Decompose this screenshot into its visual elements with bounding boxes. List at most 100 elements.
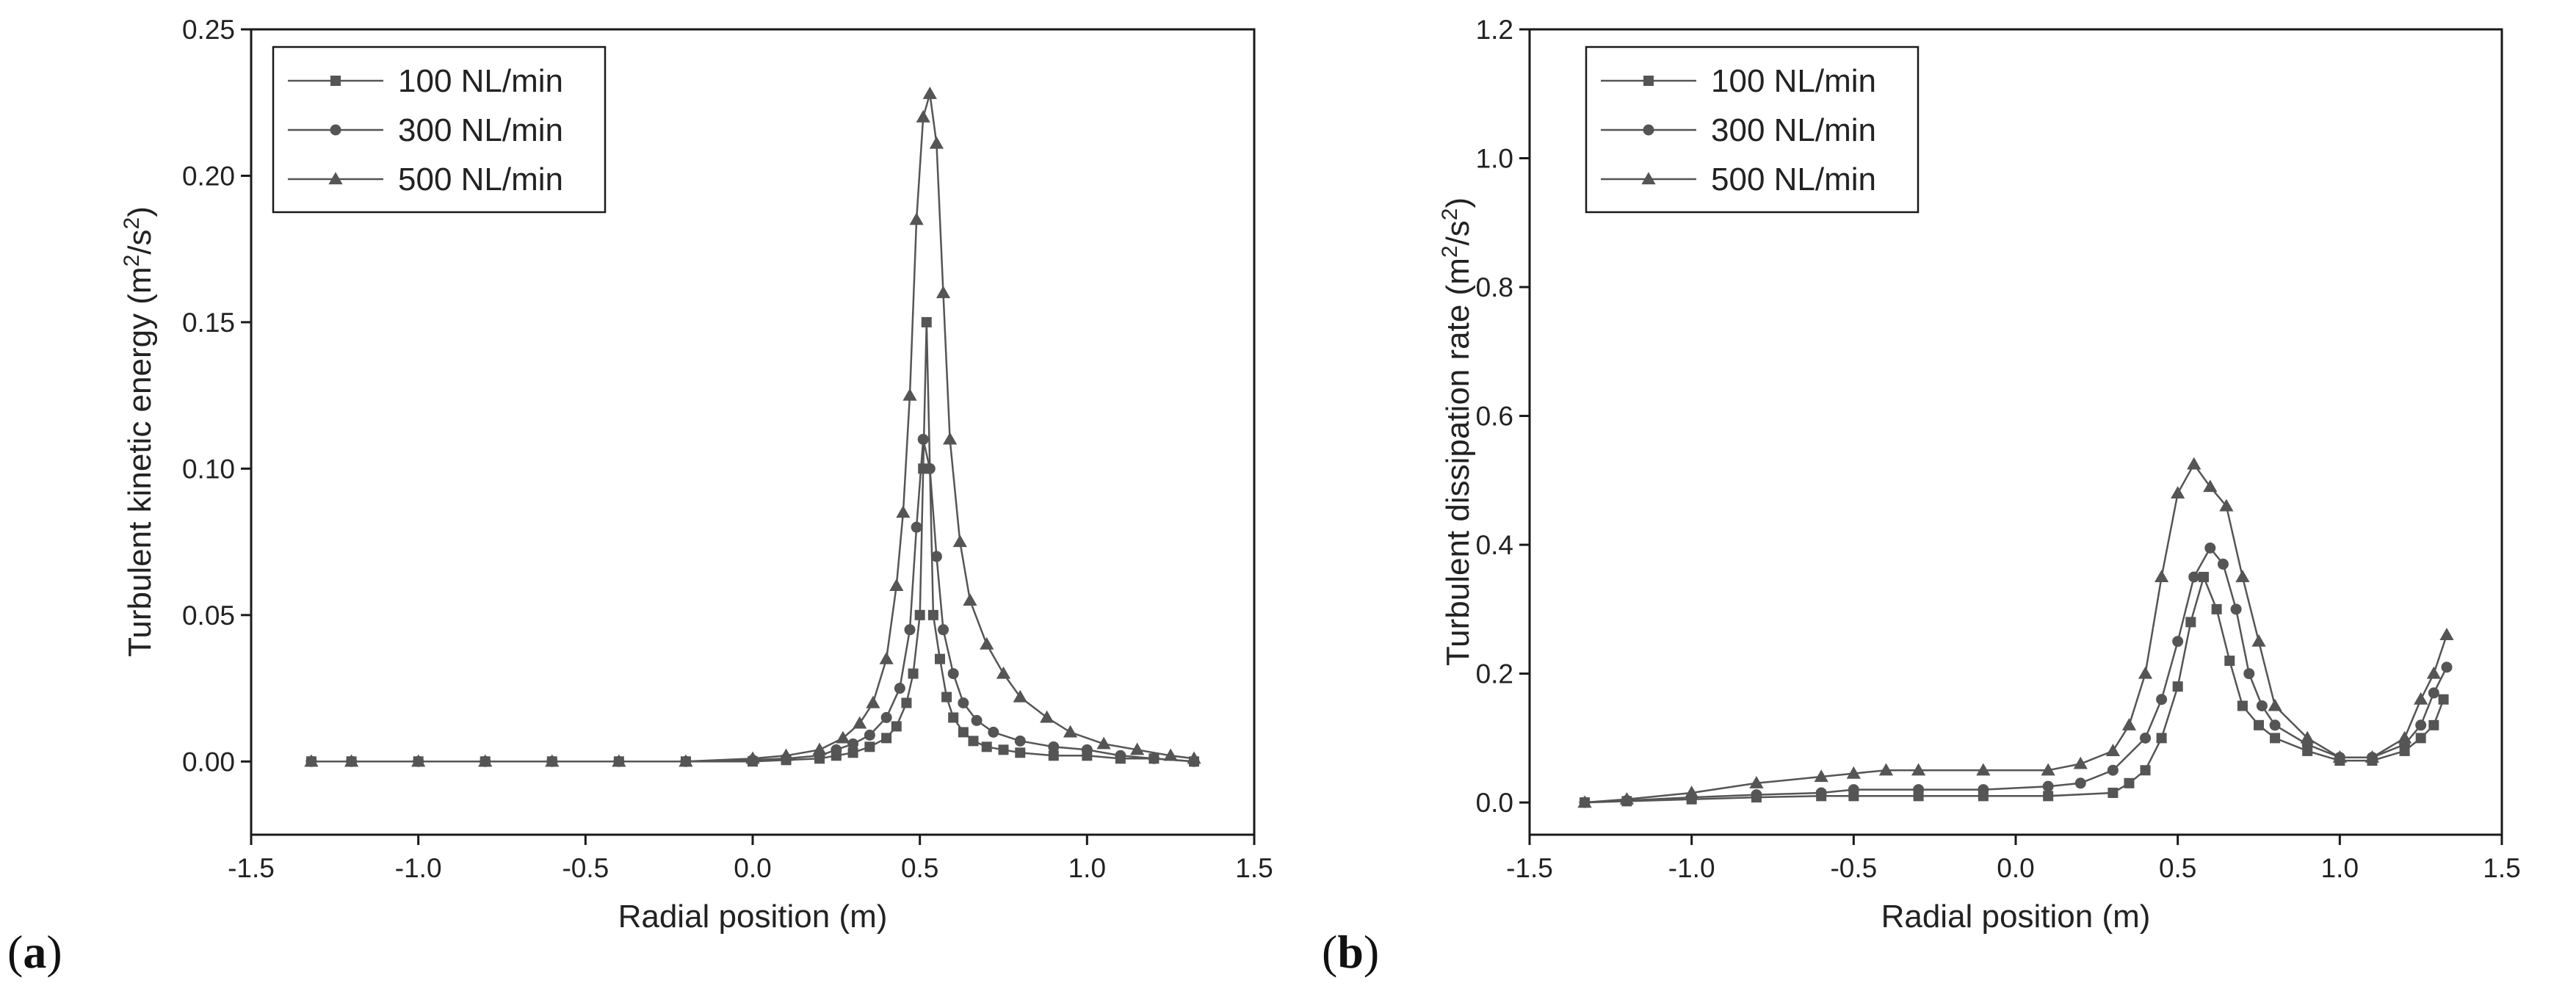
panel-b-series-300-nl-min-line <box>1584 546 2448 804</box>
panel-a-500-nl-min-point <box>1040 710 1054 723</box>
panel-a-legend-label: 500 NL/min <box>398 162 563 197</box>
panel-b-500-nl-min-point <box>2397 730 2412 744</box>
panel-b-500-nl-min-point <box>2332 750 2347 763</box>
panel-a-100-nl-min-point <box>908 668 919 679</box>
panel-a-300-nl-min-point <box>831 744 842 755</box>
panel-a-100-nl-min-point <box>901 697 912 708</box>
panel-b-500-nl-min-point <box>1846 766 1861 779</box>
panel-a-300-nl-min-point <box>880 711 892 723</box>
panel-b-500-nl-min-point <box>2105 744 2121 756</box>
panel-b-x-tick-label: 0.5 <box>2159 853 2196 883</box>
panel-b-300-nl-min-point <box>1848 784 1859 796</box>
panel-a-y-tick-label: 0.00 <box>182 747 235 777</box>
panel-a-500-nl-min-point <box>812 742 827 755</box>
panel-a-ticks <box>241 28 1256 845</box>
panel-b-300-nl-min-point <box>2230 603 2242 615</box>
panel-b-100-nl-min-point <box>2140 765 2151 776</box>
panel-a-500-nl-min-point <box>922 86 937 99</box>
panel-a-legend-item-300-nl-min: 300 NL/min <box>288 112 563 148</box>
panel-b-500-nl-min-point <box>1976 763 1991 776</box>
panel-b-100-nl-min-point <box>2156 733 2167 744</box>
panel-b-legend-marker <box>1641 172 1656 185</box>
panel-a-500-nl-min-point <box>943 432 958 445</box>
panel-b-y-tick-label: 0.2 <box>1476 659 1513 689</box>
panel-a-label: (a) <box>7 926 62 978</box>
panel-a-300-nl-min-point <box>958 697 969 708</box>
panel-a-300-nl-min-point <box>1014 735 1026 747</box>
panel-b-100-nl-min-point <box>2185 617 2196 628</box>
panel-b-y-tick-label: 1.2 <box>1476 15 1513 45</box>
panel-b-500-nl-min-point <box>1814 769 1828 783</box>
panel-a-x-tick-labels: -1.5 -1.0 -0.5 0.0 0.5 1.0 1.5 <box>228 853 1273 883</box>
panel-b-legend-items: 100 NL/min 300 NL/min 500 NL/min <box>1601 63 1876 197</box>
panel-b-500-nl-min-point <box>1619 791 1635 805</box>
panel-a-100-nl-min-point <box>981 741 992 752</box>
panel-a-500-nl-min-point <box>936 286 951 299</box>
panel-b-100-nl-min-point <box>2428 719 2439 730</box>
panel-b-300-nl-min-point <box>2172 636 2184 648</box>
panel-a-500-nl-min-point <box>1063 725 1078 738</box>
panel-b-500-nl-min-point <box>2235 570 2250 583</box>
panel-b-x-tick-label: -1.0 <box>1668 853 1715 883</box>
panel-a-500-nl-min-point <box>478 754 493 767</box>
panel-a-500-nl-min-point <box>745 751 760 764</box>
panel-b-300-nl-min-point <box>1751 789 1762 801</box>
panel-b-100-nl-min-point <box>2237 700 2248 711</box>
panel-a-500-nl-min-point <box>1129 742 1145 755</box>
panel-a-300-nl-min-point <box>1048 741 1060 752</box>
panel-a-series-layer <box>304 86 1201 767</box>
panel-b-300-nl-min-point <box>2256 700 2268 711</box>
panel-a-300-nl-min-point <box>924 463 936 474</box>
panel-a-500-nl-min-point <box>929 136 944 149</box>
panel-b-y-tick-label: 0.4 <box>1476 530 1513 560</box>
panel-b-y-tick-label: 0.0 <box>1476 788 1513 818</box>
panel-a-legend: 100 NL/min 300 NL/min 500 NL/min <box>272 46 607 214</box>
panel-b-x-axis-title: Radial position (m) <box>1881 899 2151 935</box>
panel-b-300-nl-min-point <box>2441 661 2453 673</box>
panel-a-500-nl-min-point <box>866 695 880 708</box>
panel-a-legend-item-500-nl-min: 500 NL/min <box>288 162 563 197</box>
panel-a-300-nl-min-point <box>930 551 942 562</box>
panel-b-100-nl-min-point <box>2438 694 2449 705</box>
panel-a-100-nl-min-point <box>914 609 925 620</box>
panel-b-x-tick-label: -1.5 <box>1506 853 1553 883</box>
panel-b-100-nl-min-point <box>2415 733 2426 744</box>
panel-a-500-nl-min-point <box>889 578 904 592</box>
panel-a-100-nl-min-point <box>927 609 938 620</box>
panel-a-y-axis-title: Turbulent kinetic energy (m2/s2) <box>120 206 158 657</box>
panel-b-label: (b) <box>1322 926 1379 978</box>
panel-a-300-nl-min-point <box>1081 744 1093 755</box>
panel-b-500-nl-min-point <box>2073 756 2088 769</box>
panel-a-series-500-nl-min <box>304 86 1201 767</box>
panel-b-x-tick-label: 1.5 <box>2483 853 2520 883</box>
panel-a-x-tick-label: 0.5 <box>901 853 938 883</box>
panel-b-x-tick-label: 0.0 <box>1997 853 2034 883</box>
panel-a-y-tick-label: 0.20 <box>182 161 235 191</box>
panel-b-300-nl-min-point <box>2415 719 2427 731</box>
panel-b-300-nl-min-point <box>2204 542 2216 554</box>
panel-b-100-nl-min-point <box>2043 791 2054 802</box>
panel-b-legend-item-100-nl-min: 100 NL/min <box>1601 63 1876 99</box>
panel-b-500-nl-min-point <box>2041 763 2055 776</box>
panel-b-series-500-nl-min-line <box>1584 463 2448 804</box>
panel-b-series-300-nl-min <box>1579 542 2453 808</box>
panel-a-500-nl-min-point <box>679 754 693 767</box>
panel-a-100-nl-min-point <box>864 741 875 752</box>
panel-b-500-nl-min-point <box>1577 795 1592 808</box>
panel-a-100-nl-min-point <box>934 653 945 664</box>
panel-a-100-nl-min-point <box>941 692 952 703</box>
panel-a-500-nl-min-point <box>1187 751 1201 764</box>
panel-a-legend-marker <box>330 124 341 136</box>
panel-b-legend-marker <box>1643 76 1654 86</box>
panel-a-y-tick-labels: 0.00 0.05 0.10 0.15 0.20 0.25 <box>182 15 235 777</box>
panel-a-300-nl-min-point <box>911 521 922 533</box>
panel-b-300-nl-min-point <box>2042 780 2054 792</box>
panel-a-500-nl-min-point <box>612 754 626 767</box>
panel-b-series-100-nl-min <box>1580 571 2449 808</box>
panel-b-500-nl-min-point <box>2203 479 2218 493</box>
panel-b-300-nl-min-point <box>2156 694 2168 705</box>
panel-a-500-nl-min-point <box>916 109 930 123</box>
panel-a-300-nl-min-point <box>971 714 983 726</box>
panel-a-x-tick-label: 0.0 <box>734 853 771 883</box>
panel-b-series-layer <box>1577 457 2454 808</box>
